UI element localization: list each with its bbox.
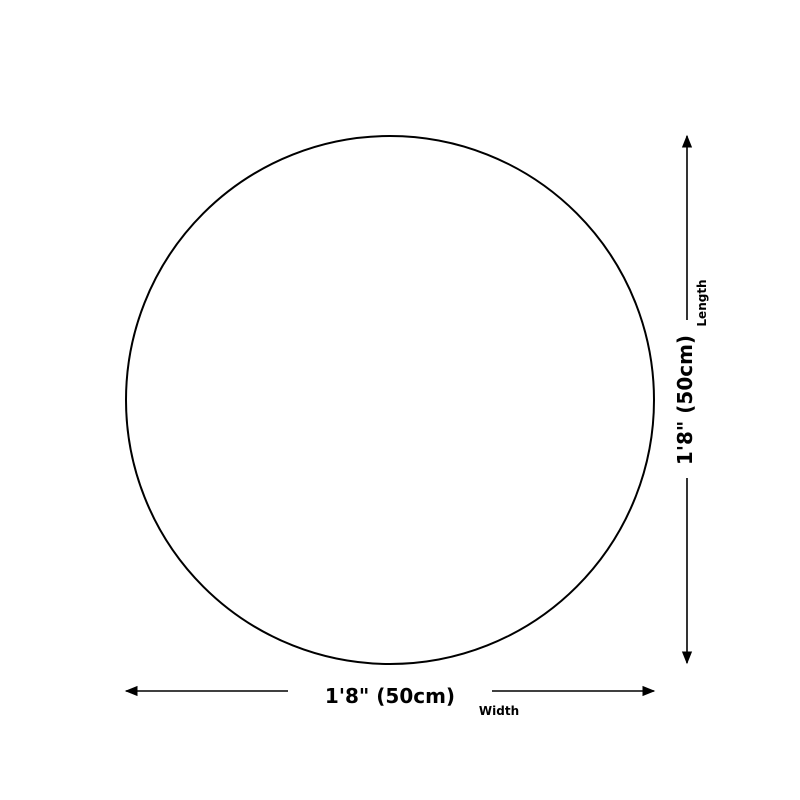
width-dimension-text: 1'8" (50cm) xyxy=(325,684,455,708)
rug-outline-circle xyxy=(125,135,655,665)
width-label: Width xyxy=(479,704,519,718)
length-dimension-text: 1'8" (50cm) xyxy=(673,335,697,465)
length-label: Length xyxy=(695,279,709,326)
